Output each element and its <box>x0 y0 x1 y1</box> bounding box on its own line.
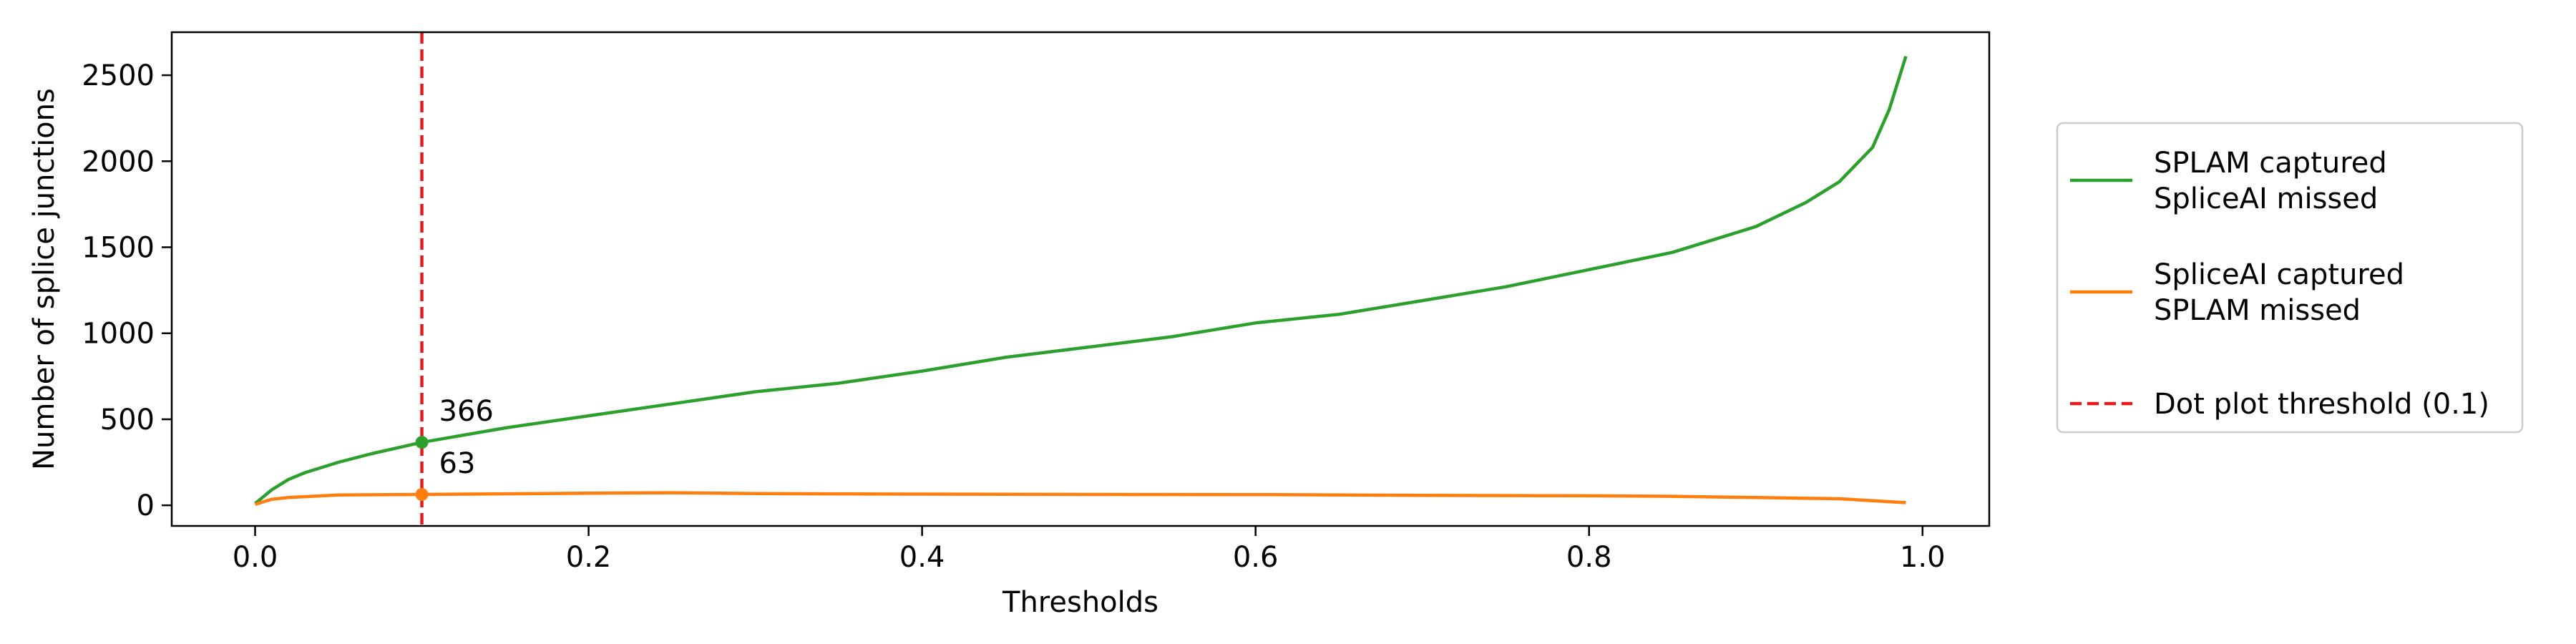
plot-area: 366 63 <box>254 32 1908 526</box>
x-tick-label: 0.0 <box>233 541 278 574</box>
y-tick-label: 2000 <box>82 145 155 178</box>
x-tick-label: 1.0 <box>1900 541 1946 574</box>
y-tick-label: 1500 <box>82 232 155 265</box>
legend-label-2: SpliceAI captured SPLAM missed <box>2154 258 2404 327</box>
y-tick-label: 500 <box>100 404 155 436</box>
legend-label-1: SPLAM captured SpliceAI missed <box>2154 147 2387 215</box>
x-axis-label: Thresholds <box>1002 586 1158 619</box>
x-tick-label: 0.8 <box>1566 541 1612 574</box>
series-line-1 <box>254 56 1908 505</box>
legend: SPLAM captured SpliceAI missed SpliceAI ca… <box>2056 122 2524 434</box>
x-tick-label: 0.6 <box>1233 541 1279 574</box>
marker-label-1: 366 <box>439 395 494 428</box>
x-axis: 0.0 0.2 0.4 0.6 0.8 1.0 <box>233 526 1946 574</box>
legend-label-3: Dot plot threshold (0.1) <box>2154 388 2489 421</box>
x-tick-label: 0.2 <box>566 541 612 574</box>
marker-label-2: 63 <box>439 447 476 480</box>
x-tick-label: 0.4 <box>899 541 945 574</box>
y-tick-label: 2500 <box>82 59 155 92</box>
marker-point-2 <box>415 488 429 502</box>
axes-frame <box>170 31 1991 527</box>
y-tick-label: 1000 <box>82 318 155 351</box>
series-line-2 <box>254 491 1906 507</box>
y-axis-label: Number of splice junctions <box>28 88 61 470</box>
y-tick-label: 0 <box>137 489 155 522</box>
y-axis: 0 500 1000 1500 2000 2500 <box>82 59 172 522</box>
marker-point-1 <box>415 436 429 449</box>
legend-frame <box>2056 122 2524 434</box>
